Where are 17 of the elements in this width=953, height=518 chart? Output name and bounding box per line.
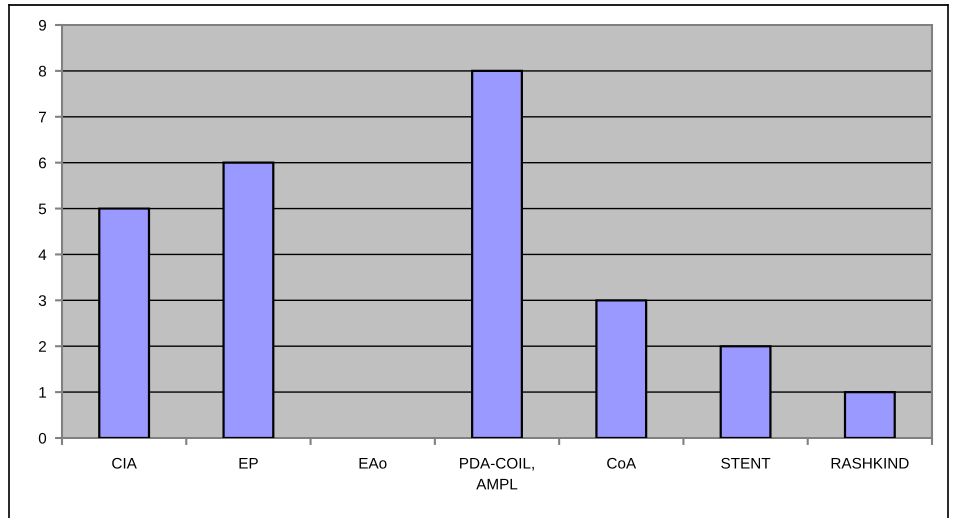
y-tick-label: 4	[38, 249, 46, 260]
y-tick-label: 3	[38, 295, 46, 306]
y-tick-label: 5	[38, 204, 46, 214]
x-tick-label: CoA	[607, 458, 636, 469]
y-tick-label: 1	[39, 387, 46, 398]
x-tick-label: PDA-COIL, AMPL	[460, 458, 534, 490]
y-tick-label: 7	[39, 112, 46, 122]
x-tick-label: EAo	[360, 458, 387, 469]
x-tick-label: CIA	[112, 458, 137, 469]
x-tick-label: RASHKIND	[832, 458, 909, 469]
y-tick-label: 0	[38, 432, 46, 444]
y-tick-label: 9	[38, 20, 46, 31]
y-tick-label: 2	[38, 341, 46, 352]
x-tick-label: EP	[239, 458, 258, 469]
x-tick-label: STENT	[721, 458, 770, 469]
y-tick-label: 6	[39, 158, 46, 168]
y-tick-label: 8	[38, 66, 46, 77]
